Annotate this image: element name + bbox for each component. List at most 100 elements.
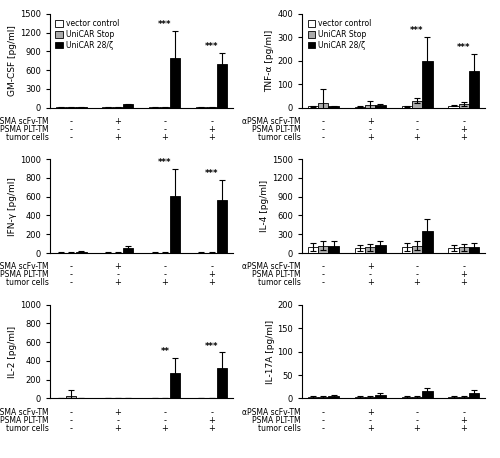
Bar [56, 252, 66, 253]
Bar [448, 397, 459, 398]
Text: +: + [460, 270, 468, 279]
Text: +: + [460, 424, 468, 433]
Text: +: + [162, 424, 168, 433]
Legend: vector control, UniCAR Stop, UniCAR 28/ζ: vector control, UniCAR Stop, UniCAR 28/ζ [306, 17, 373, 51]
Bar [308, 247, 318, 253]
Text: +: + [114, 117, 121, 126]
Bar [318, 245, 328, 253]
Text: +: + [162, 278, 168, 287]
Text: -: - [416, 270, 418, 279]
Text: -: - [70, 424, 72, 433]
Text: +: + [366, 424, 374, 433]
Text: +: + [208, 278, 215, 287]
Text: -: - [322, 133, 325, 142]
Text: +: + [414, 424, 420, 433]
Y-axis label: IL-4 [pg/ml]: IL-4 [pg/ml] [260, 180, 270, 232]
Bar [217, 64, 227, 108]
Bar [422, 392, 432, 398]
Bar [170, 196, 180, 253]
Text: tumor cells: tumor cells [258, 424, 301, 433]
Bar [376, 395, 386, 398]
Bar [365, 247, 376, 253]
Text: -: - [164, 408, 166, 417]
Bar [102, 252, 113, 253]
Text: ***: *** [410, 26, 424, 35]
Text: +: + [208, 416, 215, 425]
Bar [459, 397, 469, 398]
Text: PSMA PLT-TM: PSMA PLT-TM [0, 416, 48, 425]
Text: αPSMA scFv-TM: αPSMA scFv-TM [0, 262, 48, 272]
Text: -: - [164, 270, 166, 279]
Text: -: - [462, 408, 466, 417]
Bar [422, 231, 432, 253]
Text: tumor cells: tumor cells [258, 278, 301, 287]
Bar [217, 201, 227, 253]
Bar [160, 252, 170, 253]
Text: +: + [414, 278, 420, 287]
Bar [365, 397, 376, 398]
Bar [412, 245, 422, 253]
Text: +: + [208, 133, 215, 142]
Y-axis label: TNF-α [pg/ml]: TNF-α [pg/ml] [266, 29, 274, 92]
Bar [469, 247, 480, 253]
Text: -: - [322, 117, 325, 126]
Bar [376, 245, 386, 253]
Bar [66, 252, 76, 253]
Text: PSMA PLT-TM: PSMA PLT-TM [252, 125, 301, 134]
Bar [459, 247, 469, 253]
Text: -: - [70, 416, 72, 425]
Text: -: - [322, 416, 325, 425]
Text: -: - [416, 262, 418, 272]
Text: ***: *** [158, 20, 172, 29]
Text: PSMA PLT-TM: PSMA PLT-TM [0, 125, 48, 134]
Bar [318, 397, 328, 398]
Text: -: - [416, 125, 418, 134]
Bar [170, 58, 180, 108]
Bar [376, 105, 386, 108]
Text: ***: *** [205, 342, 218, 351]
Bar [354, 248, 365, 253]
Text: -: - [322, 262, 325, 272]
Text: **: ** [160, 347, 170, 356]
Text: +: + [208, 424, 215, 433]
Text: -: - [116, 416, 119, 425]
Bar [66, 396, 76, 398]
Text: -: - [368, 416, 372, 425]
Text: αPSMA scFv-TM: αPSMA scFv-TM [242, 262, 301, 272]
Bar [328, 245, 339, 253]
Y-axis label: GM-CSF [pg/ml]: GM-CSF [pg/ml] [8, 25, 17, 96]
Text: -: - [462, 117, 466, 126]
Text: -: - [368, 125, 372, 134]
Text: -: - [462, 262, 466, 272]
Text: +: + [114, 278, 121, 287]
Text: -: - [70, 133, 72, 142]
Text: tumor cells: tumor cells [6, 278, 48, 287]
Text: αPSMA scFv-TM: αPSMA scFv-TM [0, 117, 48, 126]
Bar [365, 105, 376, 108]
Y-axis label: IFN-γ [pg/ml]: IFN-γ [pg/ml] [8, 177, 17, 235]
Bar [170, 373, 180, 398]
Bar [76, 252, 86, 253]
Text: tumor cells: tumor cells [6, 424, 48, 433]
Text: -: - [70, 125, 72, 134]
Text: +: + [208, 125, 215, 134]
Bar [113, 252, 123, 253]
Bar [402, 106, 412, 108]
Text: -: - [322, 125, 325, 134]
Text: +: + [114, 262, 121, 272]
Bar [469, 71, 480, 108]
Text: +: + [460, 278, 468, 287]
Text: +: + [366, 262, 374, 272]
Bar [448, 106, 459, 108]
Text: PSMA PLT-TM: PSMA PLT-TM [252, 270, 301, 279]
Text: -: - [210, 408, 213, 417]
Text: ***: *** [205, 42, 218, 51]
Text: PSMA PLT-TM: PSMA PLT-TM [0, 270, 48, 279]
Bar [196, 252, 206, 253]
Text: +: + [114, 133, 121, 142]
Text: -: - [164, 117, 166, 126]
Bar [150, 252, 160, 253]
Text: tumor cells: tumor cells [258, 133, 301, 142]
Bar [448, 248, 459, 253]
Y-axis label: IL-2 [pg/ml]: IL-2 [pg/ml] [8, 326, 17, 377]
